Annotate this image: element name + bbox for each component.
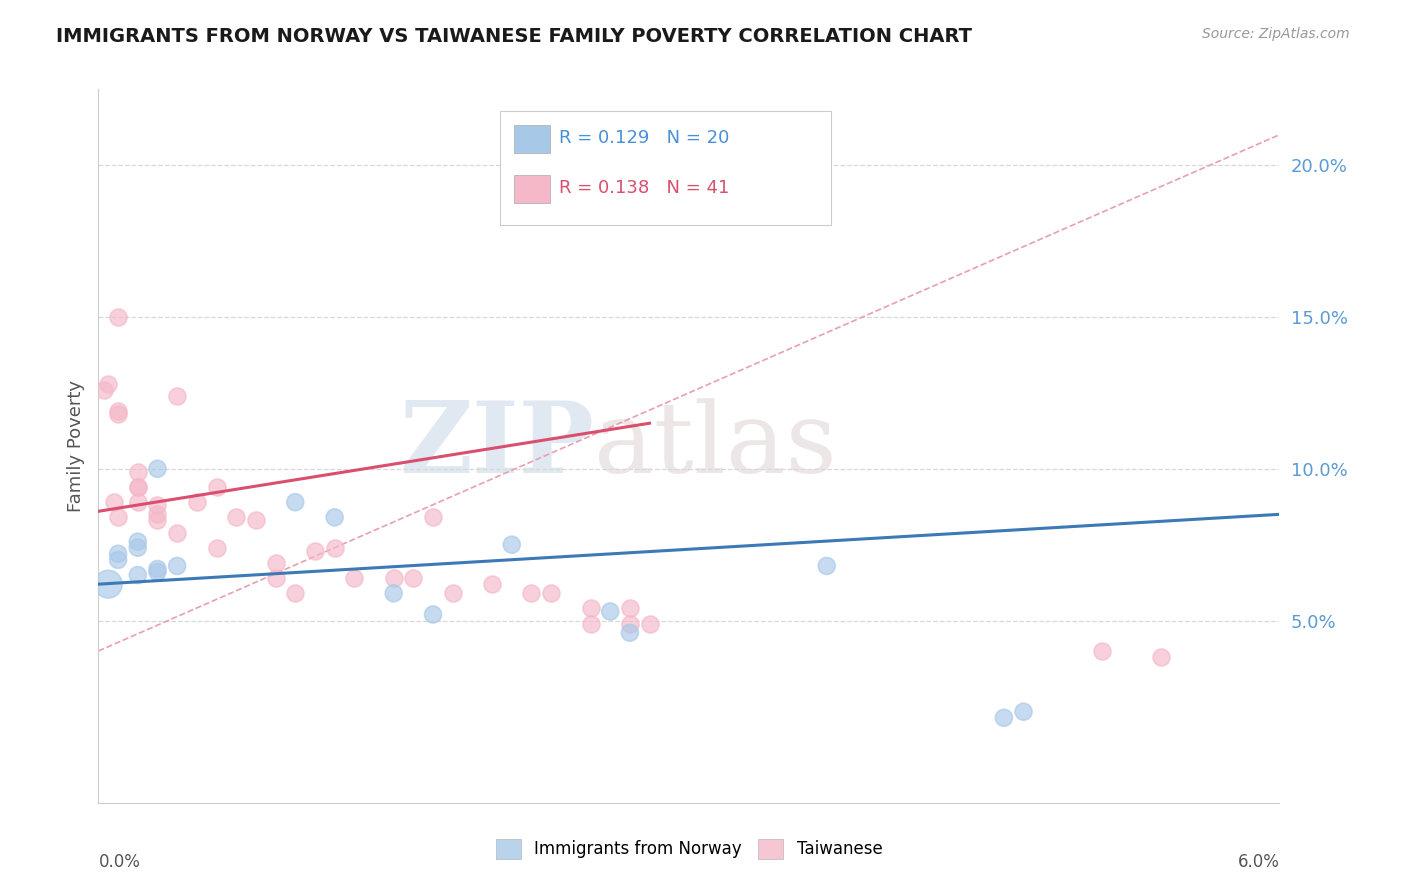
- Point: [422, 607, 444, 622]
- Point: [146, 513, 169, 527]
- Point: [619, 616, 641, 631]
- Point: [402, 571, 425, 585]
- Point: [1091, 644, 1114, 658]
- Point: [97, 376, 120, 391]
- Point: [225, 510, 247, 524]
- Point: [146, 562, 169, 576]
- Point: [619, 625, 641, 640]
- Point: [638, 616, 661, 631]
- Text: R = 0.129   N = 20: R = 0.129 N = 20: [560, 128, 730, 146]
- Point: [146, 462, 169, 476]
- Point: [1012, 705, 1035, 719]
- Point: [245, 513, 267, 527]
- Point: [520, 586, 543, 600]
- Point: [166, 389, 188, 403]
- Point: [579, 616, 602, 631]
- Point: [382, 586, 405, 600]
- Point: [343, 571, 366, 585]
- Text: 0.0%: 0.0%: [98, 853, 141, 871]
- Text: Source: ZipAtlas.com: Source: ZipAtlas.com: [1202, 27, 1350, 41]
- Point: [146, 498, 169, 512]
- Y-axis label: Family Poverty: Family Poverty: [66, 380, 84, 512]
- Point: [382, 571, 405, 585]
- Point: [127, 568, 149, 582]
- Text: R = 0.138   N = 41: R = 0.138 N = 41: [560, 178, 730, 196]
- Point: [107, 547, 129, 561]
- Text: ZIP: ZIP: [399, 398, 595, 494]
- Point: [107, 553, 129, 567]
- Legend: Immigrants from Norway, Taiwanese: Immigrants from Norway, Taiwanese: [489, 832, 889, 866]
- Text: IMMIGRANTS FROM NORWAY VS TAIWANESE FAMILY POVERTY CORRELATION CHART: IMMIGRANTS FROM NORWAY VS TAIWANESE FAMI…: [56, 27, 972, 45]
- Point: [107, 404, 129, 418]
- Point: [146, 565, 169, 579]
- Point: [619, 601, 641, 615]
- Point: [1150, 650, 1173, 665]
- Point: [127, 480, 149, 494]
- Point: [501, 538, 523, 552]
- Point: [323, 541, 346, 555]
- Point: [264, 571, 287, 585]
- Point: [579, 601, 602, 615]
- Point: [97, 577, 120, 591]
- FancyBboxPatch shape: [501, 111, 831, 225]
- Point: [146, 508, 169, 522]
- Point: [815, 558, 838, 573]
- Point: [127, 541, 149, 555]
- Point: [103, 495, 125, 509]
- Point: [127, 465, 149, 479]
- Point: [107, 310, 129, 324]
- Point: [166, 558, 188, 573]
- Point: [186, 495, 208, 509]
- Point: [481, 577, 503, 591]
- Bar: [515, 125, 550, 153]
- Point: [166, 525, 188, 540]
- Point: [93, 383, 115, 397]
- Point: [284, 586, 307, 600]
- Point: [323, 510, 346, 524]
- Text: 6.0%: 6.0%: [1237, 853, 1279, 871]
- Point: [441, 586, 464, 600]
- Text: atlas: atlas: [595, 398, 837, 494]
- Point: [127, 534, 149, 549]
- Point: [422, 510, 444, 524]
- Point: [304, 543, 326, 558]
- Point: [993, 711, 1015, 725]
- Point: [205, 541, 228, 555]
- Point: [107, 407, 129, 421]
- Point: [264, 556, 287, 570]
- Point: [284, 495, 307, 509]
- Point: [540, 586, 562, 600]
- Point: [107, 510, 129, 524]
- Point: [127, 480, 149, 494]
- Point: [205, 480, 228, 494]
- Bar: [515, 175, 550, 203]
- Point: [599, 605, 621, 619]
- Point: [127, 495, 149, 509]
